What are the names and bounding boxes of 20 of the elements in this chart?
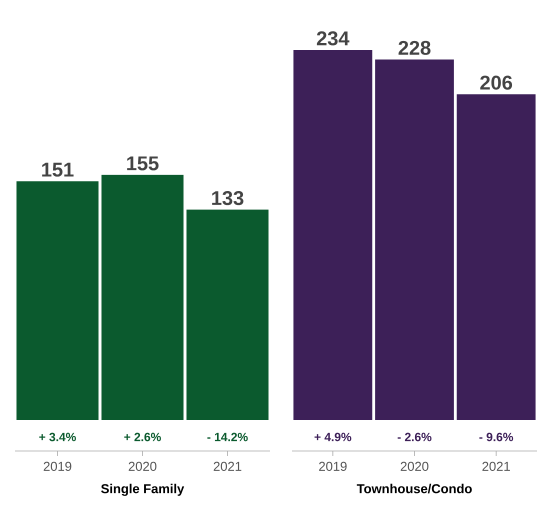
x-axis-title: Townhouse/Condo [356,484,472,494]
data-label: 133 [212,191,244,206]
text: - 9.6% [479,432,514,442]
data-label: 155 [127,156,159,170]
x-tick-label: 2019 [319,462,347,471]
x-axis-title: Single Family [101,484,184,496]
x-tick-label: 2021 [482,462,510,471]
x-tick-label: 2019 [44,462,72,471]
x-tick-label: 2020 [400,462,428,471]
data-label: 151 [42,162,74,177]
text: - 14.2% [207,432,248,442]
data-label: 206 [480,76,512,90]
text: + 3.4% [39,432,76,442]
text: + 4.9% [314,432,352,442]
data-label: 228 [398,40,431,55]
data-label: 234 [316,31,350,46]
text: + 2.6% [124,432,161,442]
x-tick-label: 2020 [128,462,156,471]
x-tick-label: 2021 [214,462,242,471]
text: - 2.6% [398,432,432,442]
